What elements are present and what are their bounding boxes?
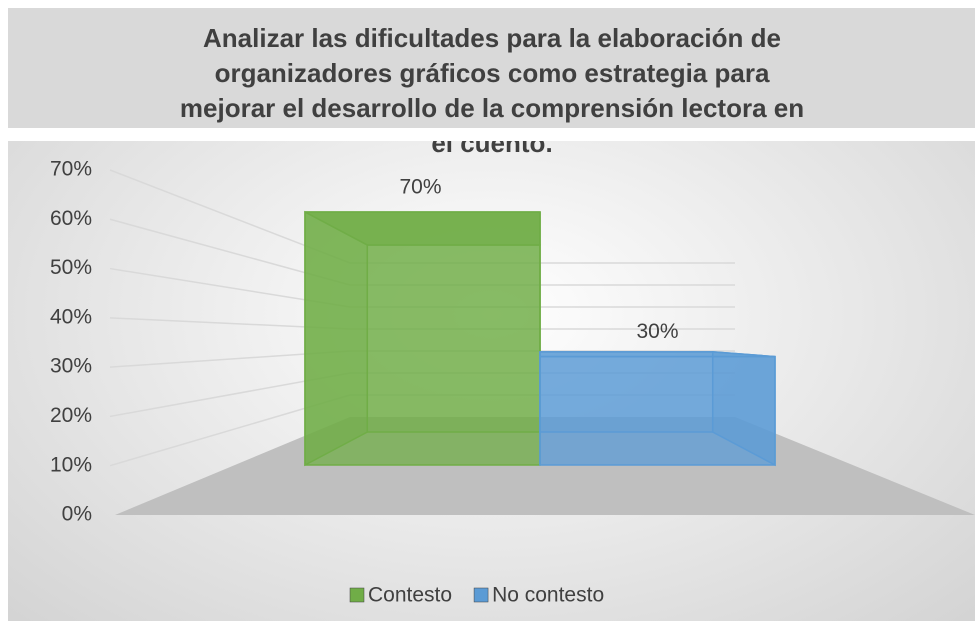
data-label: 30% bbox=[636, 320, 678, 343]
bar bbox=[539, 351, 776, 467]
data-label: 70% bbox=[399, 176, 441, 199]
y-tick-label: 50% bbox=[50, 256, 92, 279]
title-line: mejorar el desarrollo de la comprensión … bbox=[180, 93, 804, 123]
y-tick-label: 30% bbox=[50, 355, 92, 378]
y-tick-label: 40% bbox=[50, 305, 92, 328]
legend-label: Contesto bbox=[368, 584, 452, 607]
y-tick-label: 60% bbox=[50, 207, 92, 230]
y-tick-label: 10% bbox=[50, 453, 92, 476]
y-tick-label: 0% bbox=[62, 503, 92, 526]
bar bbox=[304, 210, 541, 467]
legend-label: No contesto bbox=[492, 584, 604, 607]
legend-swatch bbox=[473, 587, 489, 603]
legend-swatch bbox=[349, 587, 365, 603]
y-tick-label: 20% bbox=[50, 404, 92, 427]
bar-front bbox=[539, 355, 776, 466]
title-band bbox=[8, 128, 975, 141]
y-tick-label: 70% bbox=[50, 158, 92, 181]
title-line: Analizar las dificultades para la elabor… bbox=[203, 23, 781, 53]
bar-front bbox=[304, 211, 541, 466]
title-background bbox=[8, 8, 975, 128]
chart-title: Analizar las dificultades para la elabor… bbox=[180, 23, 804, 158]
title-line: organizadores gráficos como estrategia p… bbox=[215, 58, 770, 88]
